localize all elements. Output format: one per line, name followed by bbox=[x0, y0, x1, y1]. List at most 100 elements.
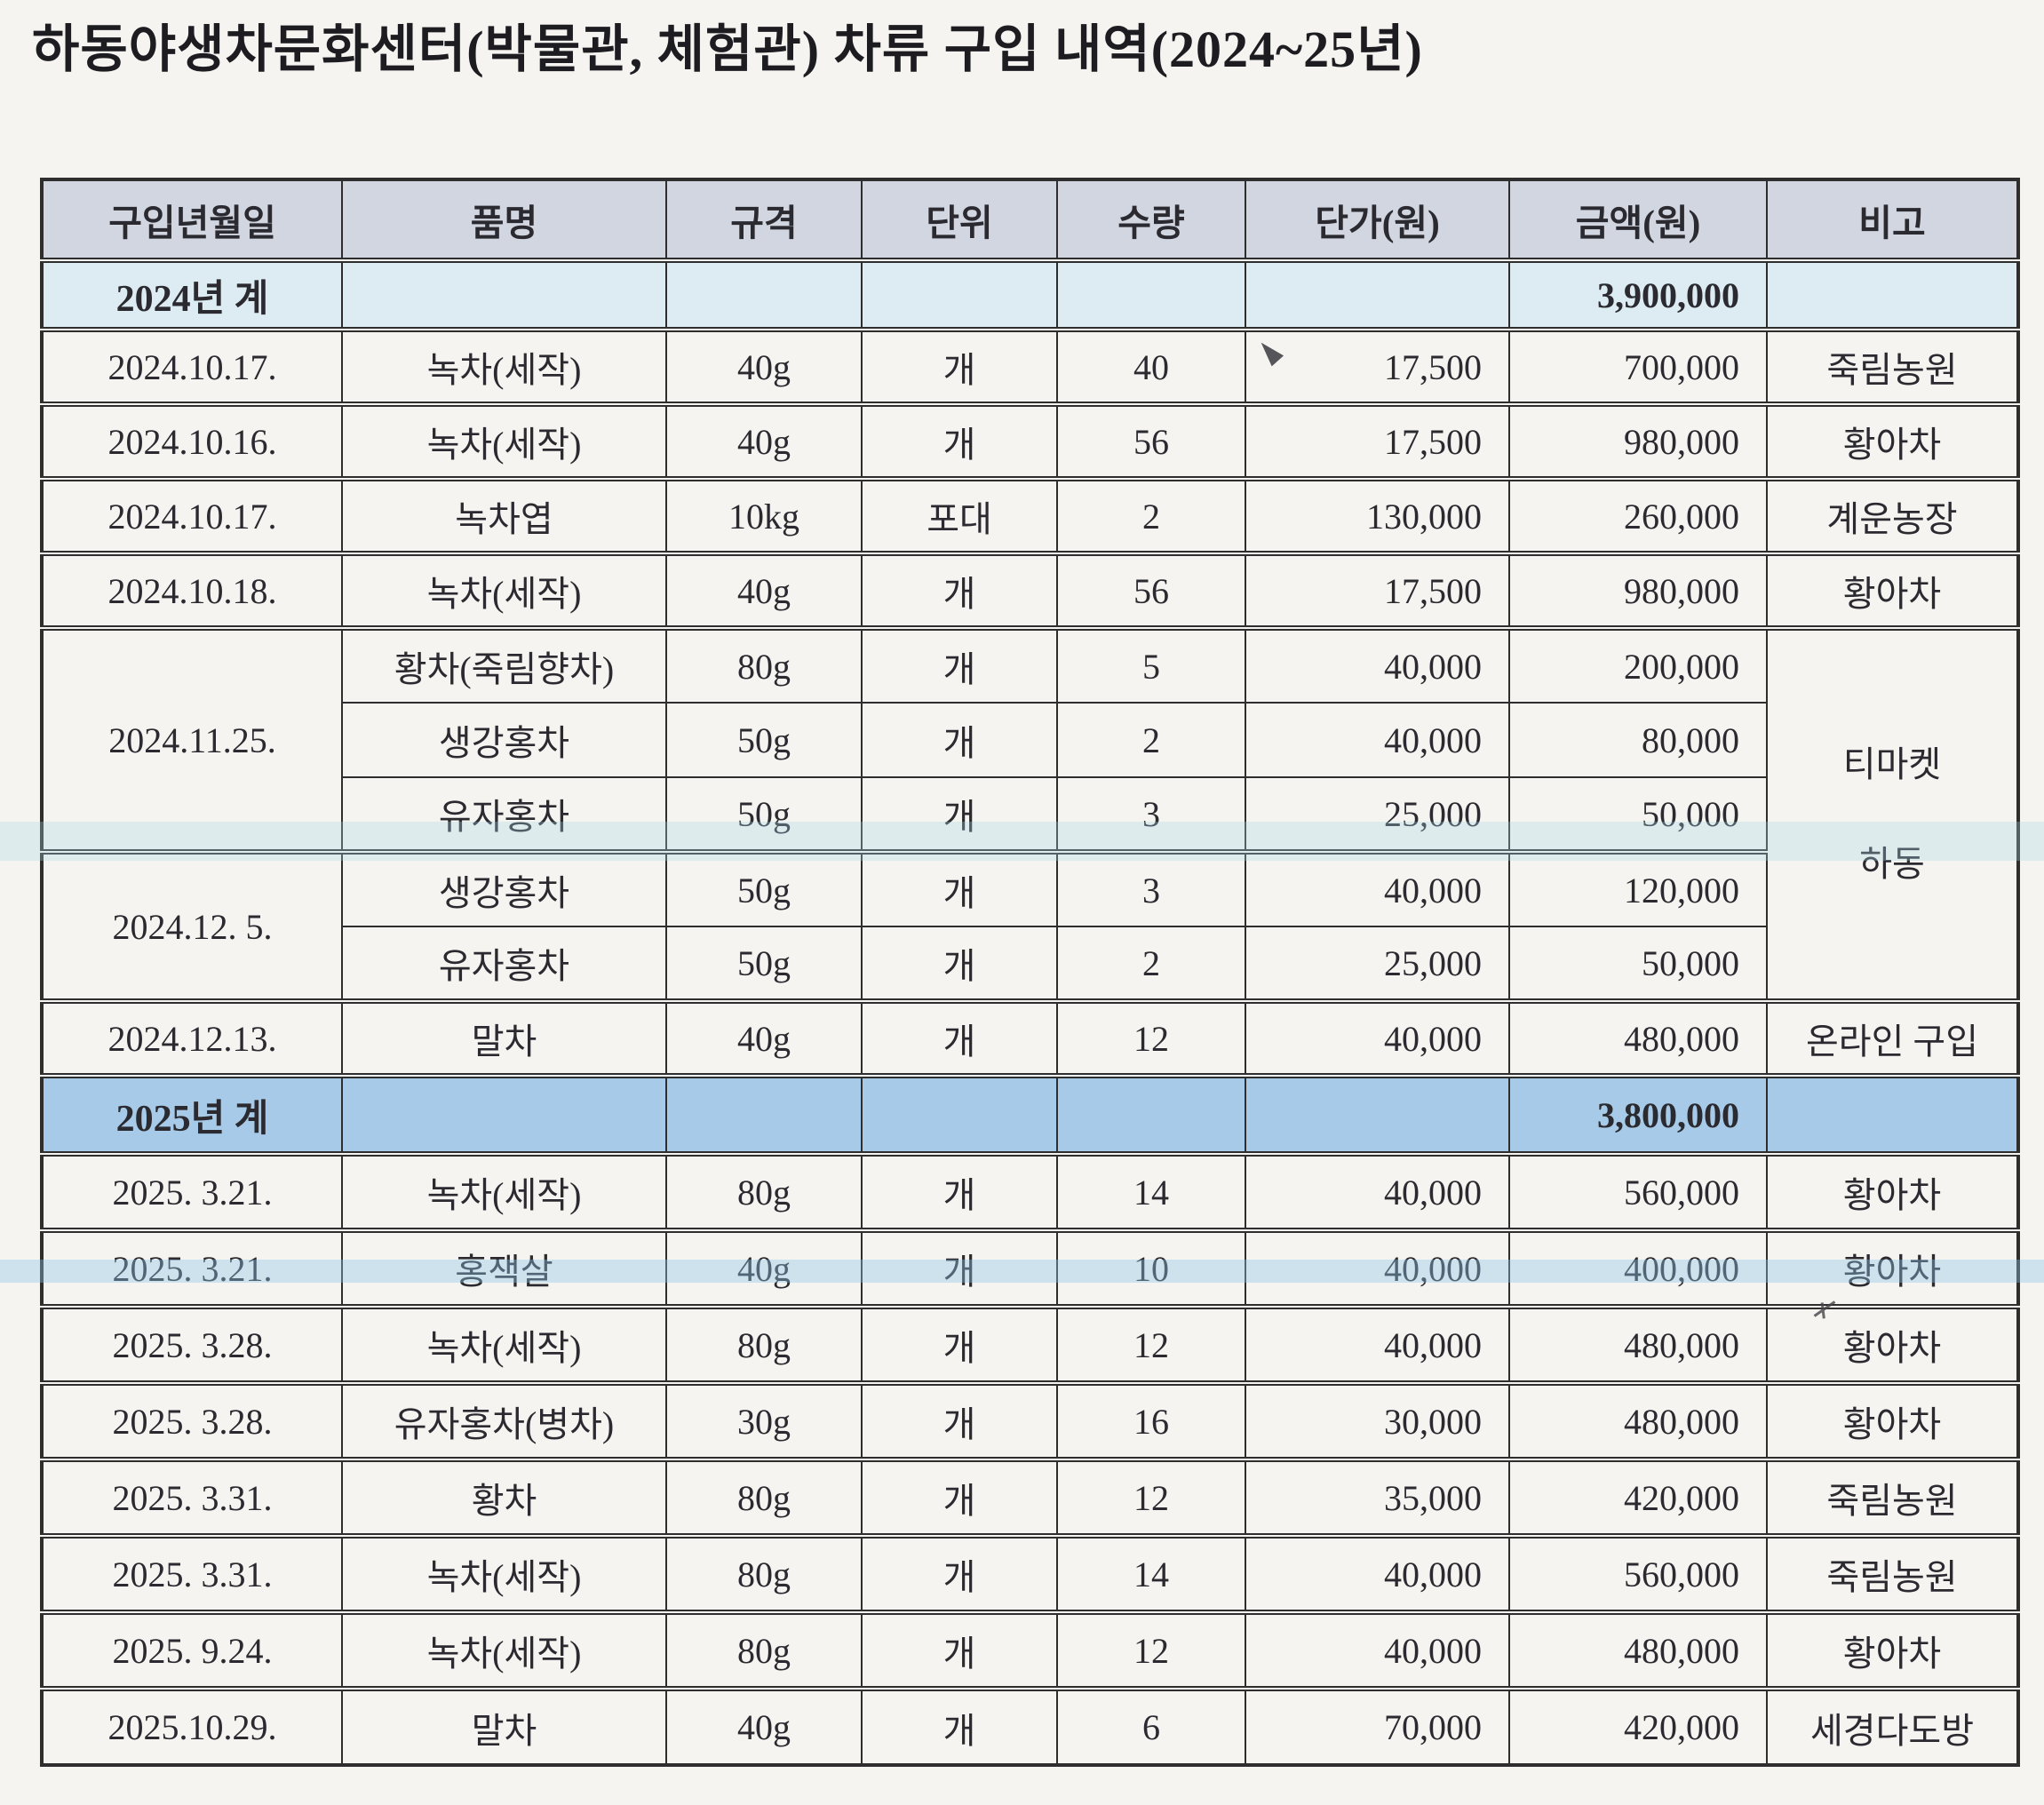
cell-purchase-date: 2025. 9.24. bbox=[41, 1610, 343, 1690]
cell-purchase-date: 2025. 3.28. bbox=[41, 1304, 343, 1384]
cell-unit: 개 bbox=[861, 625, 1058, 704]
cell-unit: 개 bbox=[861, 1686, 1058, 1766]
cell-unit: 개 bbox=[861, 998, 1058, 1077]
cell-quantity: 14 bbox=[1056, 1151, 1246, 1231]
table-row: 2024.10.17. 녹차엽 10kg 포대 2 130,000 260,00… bbox=[41, 476, 2019, 554]
summary-row-2024: 2024년 계 3,900,000 bbox=[41, 258, 2019, 330]
cell-quantity: 12 bbox=[1056, 1610, 1246, 1690]
cell-item-name: 황차 bbox=[341, 1457, 667, 1537]
cell-spec: 40g bbox=[665, 402, 863, 480]
cell-spec: 50g bbox=[665, 776, 863, 853]
table-row: 2024.12.13. 말차 40g 개 12 40,000 480,000 온… bbox=[41, 998, 2019, 1077]
col-header-spec: 규격 bbox=[665, 179, 863, 263]
cell-empty bbox=[861, 258, 1058, 330]
cell-quantity: 12 bbox=[1056, 1304, 1246, 1384]
cell-item-name: 생강홍차 bbox=[341, 702, 667, 778]
cell-purchase-date: 2024.10.17. bbox=[41, 476, 343, 554]
cell-unit: 개 bbox=[861, 702, 1058, 778]
tea-purchase-table: 구입년월일 품명 규격 단위 수량 단가(원) 금액(원) 비고 2024년 계… bbox=[40, 178, 2020, 1767]
cell-amount: 980,000 bbox=[1508, 402, 1768, 480]
cell-spec: 40g bbox=[665, 1686, 863, 1766]
cell-quantity: 12 bbox=[1056, 1457, 1246, 1537]
cell-spec: 50g bbox=[665, 702, 863, 778]
table-row: 유자홍차 50g 개 2 25,000 50,000 bbox=[42, 926, 2018, 1002]
cell-item-name: 녹차(세작) bbox=[341, 1304, 667, 1384]
cell-spec: 50g bbox=[665, 849, 863, 927]
cell-spec: 30g bbox=[665, 1380, 863, 1460]
cell-purchase-date: 2024.10.16. bbox=[41, 402, 343, 480]
cell-item-name: 생강홍차 bbox=[341, 849, 667, 927]
cell-spec: 40g bbox=[665, 998, 863, 1077]
cell-empty bbox=[665, 258, 863, 330]
cell-unit-price: 25,000 bbox=[1245, 776, 1510, 853]
cell-unit: 개 bbox=[861, 849, 1058, 927]
cell-amount: 200,000 bbox=[1508, 625, 1768, 704]
cell-purchase-date: 2024.10.17. bbox=[41, 327, 343, 405]
cell-item-name: 녹차(세작) bbox=[341, 1151, 667, 1231]
cell-item-name: 말차 bbox=[341, 998, 667, 1077]
cell-amount: 980,000 bbox=[1508, 551, 1768, 629]
cell-note: 황아차 bbox=[1766, 1610, 2019, 1690]
table-row: 2025.10.29. 말차 40g 개 6 70,000 420,000 세경… bbox=[41, 1686, 2019, 1766]
col-header-unit: 단위 bbox=[861, 179, 1058, 263]
cell-quantity: 16 bbox=[1056, 1380, 1246, 1460]
cell-empty bbox=[1245, 1073, 1510, 1155]
cell-spec: 40g bbox=[665, 327, 863, 405]
cell-amount: 560,000 bbox=[1508, 1533, 1768, 1613]
table-row: 2024.12. 5. 생강홍차 50g 개 3 40,000 120,000 bbox=[41, 849, 2018, 1002]
col-header-unit-price: 단가(원) bbox=[1245, 179, 1510, 263]
cell-empty bbox=[665, 1073, 863, 1155]
cell-note: 황아차 bbox=[1766, 1380, 2019, 1460]
col-header-quantity: 수량 bbox=[1056, 179, 1246, 263]
cell-item-name: 말차 bbox=[341, 1686, 667, 1766]
cell-quantity: 12 bbox=[1056, 998, 1246, 1077]
cell-unit-price: 70,000 bbox=[1245, 1686, 1510, 1766]
cell-spec: 80g bbox=[665, 1533, 863, 1613]
cell-purchase-date: 2025. 3.21. bbox=[41, 1228, 343, 1308]
cell-amount: 420,000 bbox=[1508, 1686, 1768, 1766]
cell-unit-price: 40,000 bbox=[1245, 1151, 1510, 1231]
cell-amount: 480,000 bbox=[1508, 998, 1768, 1077]
cell-note: 죽림농원 bbox=[1766, 327, 2019, 405]
cell-unit: 개 bbox=[861, 1380, 1058, 1460]
table-row: 2025. 3.28. 녹차(세작) 80g 개 12 40,000 480,0… bbox=[41, 1304, 2019, 1384]
col-header-item-name: 품명 bbox=[341, 179, 667, 263]
cell-item-name: 녹차(세작) bbox=[341, 402, 667, 480]
cell-amount: 480,000 bbox=[1508, 1380, 1768, 1460]
cell-spec: 80g bbox=[665, 1457, 863, 1537]
cell-amount: 420,000 bbox=[1508, 1457, 1768, 1537]
cell-note: 온라인 구입 bbox=[1766, 998, 2019, 1077]
table-row: 2024.10.17. 녹차(세작) 40g 개 40 17,500 700,0… bbox=[41, 327, 2019, 405]
cell-unit-price: 40,000 bbox=[1245, 1304, 1510, 1384]
cell-unit-price: 40,000 bbox=[1245, 1228, 1510, 1308]
cell-spec: 80g bbox=[665, 1151, 863, 1231]
cell-quantity: 10 bbox=[1056, 1228, 1246, 1308]
cell-unit: 개 bbox=[861, 402, 1058, 480]
cell-quantity: 2 bbox=[1056, 476, 1246, 554]
cell-unit-price: 40,000 bbox=[1245, 998, 1510, 1077]
cell-purchase-date: 2024.12.13. bbox=[41, 998, 343, 1077]
cell-spec: 80g bbox=[665, 1304, 863, 1384]
cell-empty bbox=[1056, 258, 1246, 330]
cell-purchase-date: 2024.10.18. bbox=[41, 551, 343, 629]
cell-quantity: 56 bbox=[1056, 551, 1246, 629]
cell-spec: 40g bbox=[665, 551, 863, 629]
cell-item-name: 녹차(세작) bbox=[341, 327, 667, 405]
cell-item-name: 황차(죽림향차) bbox=[341, 625, 667, 704]
cell-unit-price: 17,500 bbox=[1245, 327, 1510, 405]
cell-item-name: 녹차엽 bbox=[341, 476, 667, 554]
cell-unit-price: 17,500 bbox=[1245, 551, 1510, 629]
summary-2024-amount: 3,900,000 bbox=[1508, 258, 1768, 330]
cell-unit: 개 bbox=[861, 1457, 1058, 1537]
table-row: 2025. 3.31. 황차 80g 개 12 35,000 420,000 죽… bbox=[41, 1457, 2019, 1537]
table-row: 2024.10.16. 녹차(세작) 40g 개 56 17,500 980,0… bbox=[41, 402, 2019, 480]
cell-empty bbox=[861, 1073, 1058, 1155]
cell-unit-price: 40,000 bbox=[1245, 625, 1510, 704]
cell-empty bbox=[1056, 1073, 1246, 1155]
cell-spec: 80g bbox=[665, 625, 863, 704]
table-row: 2025. 3.31. 녹차(세작) 80g 개 14 40,000 560,0… bbox=[41, 1533, 2019, 1613]
col-header-note: 비고 bbox=[1766, 179, 2019, 263]
cell-unit: 개 bbox=[861, 776, 1058, 853]
cell-amount: 50,000 bbox=[1508, 776, 1768, 853]
cell-item-name: 유자홍차(병차) bbox=[341, 1380, 667, 1460]
